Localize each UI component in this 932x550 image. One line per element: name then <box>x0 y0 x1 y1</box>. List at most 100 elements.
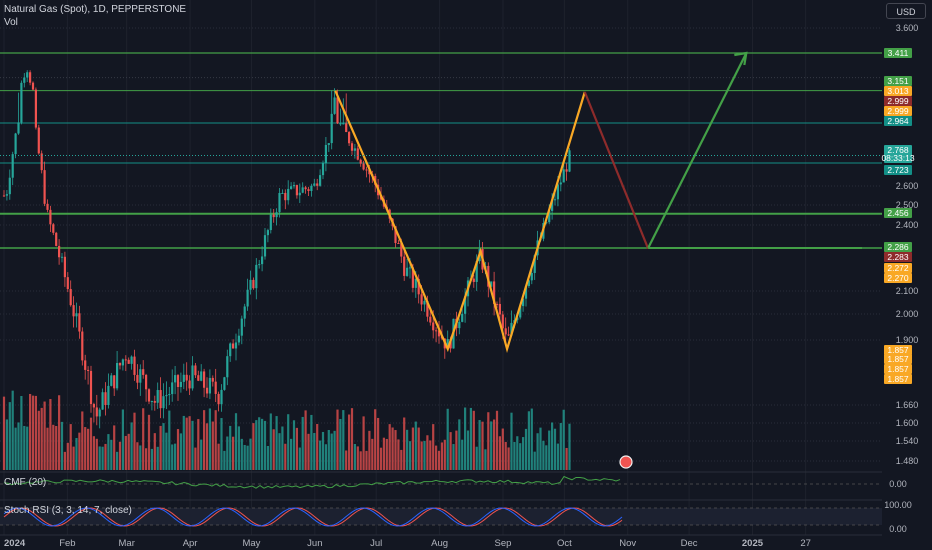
price-axis-label: 2.400 <box>896 220 919 230</box>
volume-bar <box>342 410 345 470</box>
candle-body <box>2 195 6 197</box>
currency-button[interactable]: USD <box>886 3 926 19</box>
price-badge-label: 3.151 <box>887 76 909 86</box>
indicator-axis-label: 0.00 <box>889 479 907 489</box>
volume-bar <box>437 450 441 470</box>
indicator-axis-label: 0.00 <box>889 524 907 534</box>
candle-body <box>321 163 325 176</box>
volume-bar <box>188 416 191 470</box>
candle-body <box>185 374 188 381</box>
candle-body <box>290 186 293 189</box>
candle-body <box>95 407 98 417</box>
volume-bar <box>498 436 501 470</box>
candle-body <box>78 313 81 332</box>
price-axis-label: 1.480 <box>896 456 919 466</box>
price-badge <box>884 273 912 283</box>
volume-bar <box>336 409 339 470</box>
candle-body <box>437 330 441 337</box>
volume-bar <box>34 395 37 470</box>
candle-body <box>298 192 301 196</box>
volume-bar <box>171 444 174 470</box>
price-axis-label: 2.600 <box>896 181 919 191</box>
candle-body <box>133 356 136 375</box>
candle-body <box>504 328 507 335</box>
volume-bar <box>527 411 530 470</box>
price-badge <box>884 76 912 86</box>
volume-bar <box>414 421 417 470</box>
volume-bar <box>14 427 17 470</box>
candle-body <box>313 183 316 186</box>
price-badge-label: 2.270 <box>887 273 909 283</box>
volume-bar <box>130 422 133 470</box>
volume-bar <box>345 450 348 470</box>
volume-bar <box>220 418 223 470</box>
candle-body <box>92 404 95 408</box>
candle-body <box>284 192 287 201</box>
candle-body <box>159 390 162 409</box>
candle-body <box>435 330 438 332</box>
price-badge-label: 1.857 <box>887 364 909 374</box>
candle-body <box>292 185 296 187</box>
volume-bar <box>95 438 98 470</box>
volume-bar <box>278 433 281 470</box>
candle-body <box>490 281 493 287</box>
price-badge <box>884 116 912 126</box>
candle-body <box>63 256 66 278</box>
volume-bar <box>23 425 26 470</box>
volume-bar <box>75 438 78 470</box>
candle-body <box>69 289 72 306</box>
volume-bar <box>493 419 496 470</box>
volume-bar <box>162 423 165 470</box>
price-badge <box>884 153 912 163</box>
candle-body <box>89 370 93 405</box>
candle-body <box>519 306 522 318</box>
volume-bar <box>466 430 470 470</box>
candle-body <box>365 169 368 171</box>
time-axis-label: Mar <box>119 538 135 549</box>
candle-body <box>501 314 504 329</box>
volume-bar <box>58 395 61 470</box>
volume-bar <box>379 447 383 470</box>
candle-body <box>527 280 530 287</box>
volume-bar <box>60 421 64 470</box>
candle-body <box>565 169 568 172</box>
candle-body <box>348 132 351 144</box>
time-axis-label: Jun <box>307 538 322 549</box>
volume-bar <box>400 449 403 470</box>
candle-body <box>258 264 261 266</box>
candle-body <box>319 175 322 186</box>
candle-body <box>203 371 206 388</box>
candle-body <box>327 143 330 145</box>
candle-body <box>194 365 197 376</box>
price-badge-label: 3.013 <box>887 86 909 96</box>
candle-body <box>522 298 525 307</box>
price-badge <box>884 86 912 96</box>
volume-bar <box>246 445 249 470</box>
volume-bar <box>20 396 23 470</box>
volume-bar <box>229 425 232 470</box>
volume-bar <box>307 433 310 470</box>
candle-body <box>307 189 310 192</box>
volume-bar <box>507 447 510 470</box>
time-axis-label: Jul <box>370 538 382 549</box>
candle-body <box>255 264 258 289</box>
candle-body <box>14 133 17 155</box>
candle-body <box>461 313 464 322</box>
candle-body <box>220 389 223 405</box>
candle-body <box>66 277 69 290</box>
candle-body <box>29 72 32 83</box>
candle-body <box>510 322 513 336</box>
candle-body <box>58 245 61 258</box>
volume-bar <box>562 409 565 470</box>
price-axis-label: 1.600 <box>896 418 919 428</box>
volume-bar <box>446 408 449 470</box>
candle-body <box>266 230 269 236</box>
volume-bar <box>423 440 426 470</box>
volume-bar <box>159 425 162 470</box>
candle-body <box>153 401 156 403</box>
candle-body <box>429 316 432 323</box>
volume-bar <box>261 418 264 470</box>
candle-body <box>495 303 499 305</box>
volume-bar <box>495 410 499 470</box>
